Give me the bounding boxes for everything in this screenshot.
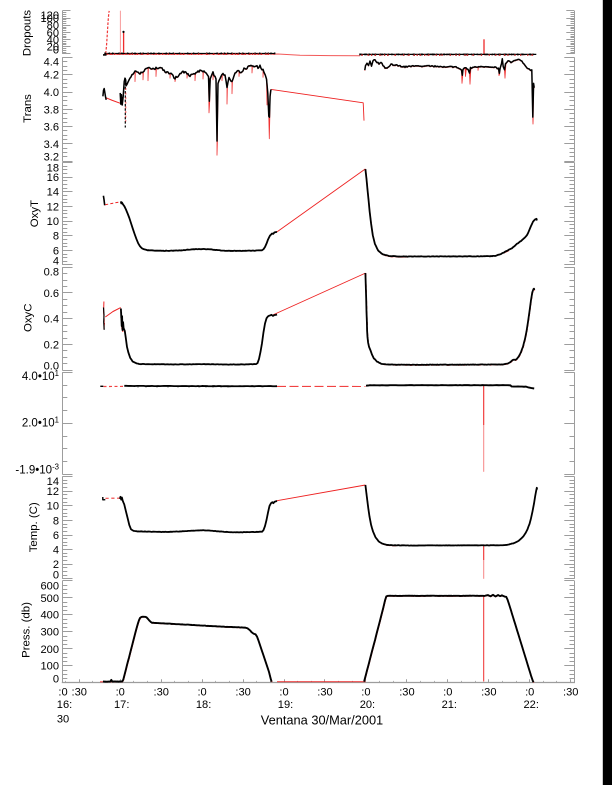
svg-text::0: :0 [116,687,125,699]
svg-text:18:: 18: [196,699,211,711]
svg-text:6: 6 [53,245,59,257]
svg-text:Dropouts: Dropouts [22,10,34,57]
svg-text:100: 100 [40,13,59,25]
svg-text::30: :30 [399,687,414,699]
svg-text:2.0•101: 2.0•101 [22,416,59,430]
svg-text:22:: 22: [523,699,538,711]
svg-text:18: 18 [47,162,59,174]
svg-text:17:: 17: [114,699,129,711]
svg-text::30: :30 [153,687,168,699]
svg-text:200: 200 [40,644,59,656]
svg-text::0: :0 [361,687,370,699]
svg-text:4.4: 4.4 [44,57,59,69]
svg-text::30: :30 [235,687,250,699]
svg-text:0: 0 [53,569,59,581]
svg-text:0.2: 0.2 [44,339,59,351]
svg-text:20: 20 [47,42,59,54]
svg-text::30: :30 [563,687,578,699]
svg-text:120: 120 [40,10,59,22]
svg-text:10: 10 [47,501,59,513]
svg-text::0: :0 [279,687,288,699]
svg-text:40: 40 [47,35,59,47]
svg-text:OxyT: OxyT [29,200,41,227]
svg-text:14: 14 [47,187,59,199]
svg-text:4: 4 [53,255,59,267]
svg-text:0: 0 [53,44,59,56]
svg-text:Temp. (C): Temp. (C) [28,502,40,552]
svg-text:4: 4 [53,545,59,557]
svg-text:400: 400 [40,609,59,621]
svg-text:20:: 20: [360,699,375,711]
svg-text::0: :0 [197,687,206,699]
svg-text:0.4: 0.4 [44,314,59,326]
svg-text::30: :30 [481,687,496,699]
svg-text:60: 60 [47,27,59,39]
svg-text::0: :0 [58,687,67,699]
svg-text:Trans: Trans [22,94,34,123]
svg-text::30: :30 [71,687,86,699]
svg-text::0: :0 [443,687,452,699]
svg-text:8: 8 [53,515,59,527]
svg-text:Press. (db): Press. (db) [21,602,33,658]
svg-text:4.0•101: 4.0•101 [22,369,59,383]
svg-text:0.0: 0.0 [44,361,59,373]
svg-text:14: 14 [47,476,59,488]
svg-text::30: :30 [317,687,332,699]
svg-text:16: 16 [47,172,59,184]
svg-text:0: 0 [53,673,59,685]
svg-text:100: 100 [40,661,59,673]
svg-text:3.4: 3.4 [44,139,59,151]
svg-text:12: 12 [47,201,59,213]
svg-text:3.6: 3.6 [44,122,59,134]
svg-text:3.8: 3.8 [44,104,59,116]
svg-text:16:: 16: [57,699,72,711]
svg-text:-1.9•10-3: -1.9•10-3 [15,463,59,477]
svg-text:Ventana 30/Mar/2001: Ventana 30/Mar/2001 [261,713,383,728]
svg-text::0: :0 [525,687,534,699]
svg-text:21:: 21: [442,699,457,711]
svg-text:2: 2 [53,559,59,571]
svg-text:0.6: 0.6 [44,288,59,300]
svg-text:4.2: 4.2 [44,70,59,82]
svg-text:12: 12 [47,486,59,498]
svg-text:80: 80 [47,20,59,32]
svg-text:500: 500 [40,593,59,605]
svg-text:OxyC: OxyC [23,304,35,332]
svg-text:30: 30 [57,713,69,725]
svg-text:0.8: 0.8 [44,266,59,278]
svg-text:3.2: 3.2 [44,152,59,164]
svg-text:6: 6 [53,530,59,542]
svg-text:10: 10 [47,216,59,228]
svg-text:600: 600 [40,580,59,592]
svg-text:19:: 19: [278,699,293,711]
svg-text:300: 300 [40,627,59,639]
svg-text:8: 8 [53,231,59,243]
svg-text:4.0: 4.0 [44,87,59,99]
